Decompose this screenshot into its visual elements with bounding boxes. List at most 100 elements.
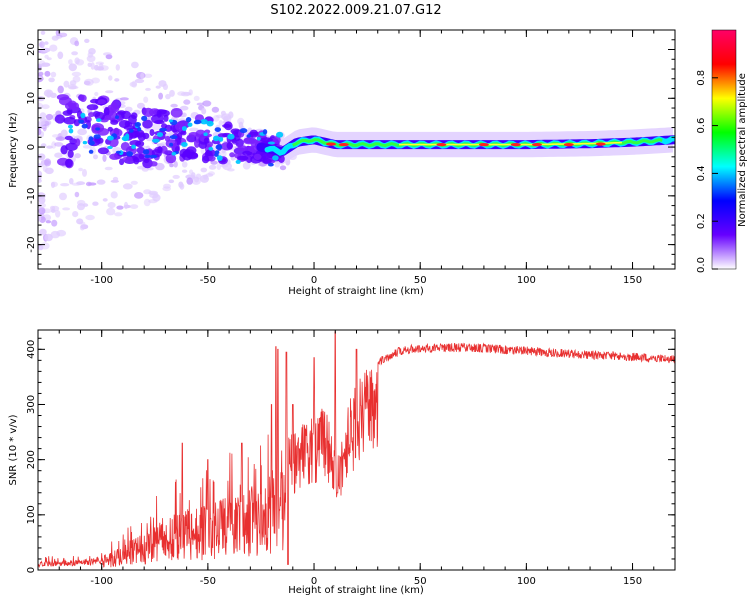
colorbar-tick-label: 0.4 (696, 165, 707, 181)
spectral-noise-blob (40, 30, 46, 35)
spectral-peak (187, 122, 193, 127)
top-x-axis-label: Height of straight line (km) (288, 286, 424, 297)
x-tick-label: 100 (517, 275, 536, 286)
spectral-noise-blob (210, 160, 218, 165)
spectral-noise-blob (39, 228, 47, 236)
spectral-noise-blob (104, 166, 113, 171)
x-tick-label: 50 (414, 275, 427, 286)
spectral-noise-blob (77, 128, 87, 136)
spectral-noise-blob (279, 165, 287, 171)
spectral-peak (168, 119, 173, 123)
spectral-noise-blob (41, 47, 51, 53)
spectral-peak (208, 146, 214, 151)
spectral-peak (115, 115, 119, 119)
x-tick-label: 150 (623, 275, 642, 286)
spectral-noise-blob (189, 127, 199, 132)
spectral-blob (149, 161, 158, 167)
spectral-noise-blob (136, 102, 145, 109)
spectral-noise-blob (82, 168, 87, 177)
spectral-blob (142, 132, 150, 140)
spectral-blob (63, 116, 76, 125)
spectral-blob (194, 139, 200, 148)
spectral-noise-blob (143, 73, 153, 79)
spectral-noise-blob (106, 207, 116, 216)
spectral-noise-blob (50, 209, 56, 213)
spectral-blob (88, 112, 95, 118)
colorbar (711, 29, 737, 270)
spectral-blob (260, 137, 273, 143)
spectral-noise-blob (63, 80, 70, 88)
spectral-noise-blob (91, 77, 100, 84)
spectral-noise-blob (188, 89, 193, 96)
bottom-x-axis-label: Height of straight line (km) (288, 585, 424, 596)
spectral-noise-blob (71, 51, 78, 56)
spectral-blob (186, 152, 199, 160)
x-tick-label: -100 (90, 576, 113, 587)
spectral-noise-blob (148, 199, 158, 204)
spectral-blob (273, 135, 281, 145)
spectral-noise-blob (130, 180, 138, 185)
spectral-noise-blob (78, 167, 83, 172)
colorbar-label: Normalized spectral amplitude (737, 73, 748, 227)
spectral-blob (103, 106, 110, 117)
spectral-noise-blob (99, 65, 109, 71)
spectral-noise-blob (68, 59, 73, 65)
spectral-noise-blob (54, 152, 63, 158)
colorbar-tick-label: 0.8 (696, 70, 707, 86)
spectral-noise-blob (201, 107, 207, 115)
spectral-blob (157, 146, 163, 154)
spectral-peak (80, 112, 86, 119)
ridge-max (563, 143, 574, 147)
y-tick-label: 0 (26, 144, 37, 150)
spectral-peak (156, 132, 164, 138)
spectral-noise-blob (218, 120, 224, 126)
spectral-noise-blob (94, 64, 99, 71)
spectral-noise-blob (145, 87, 151, 91)
spectral-blob (142, 107, 154, 117)
spectral-blob (134, 129, 145, 138)
spectral-noise-blob (45, 220, 52, 224)
x-tick-label: -50 (200, 576, 216, 587)
ridge-max (510, 143, 521, 147)
spectral-blob (110, 119, 119, 125)
bottom-plot-frame (37, 329, 676, 571)
spectral-peak (268, 162, 274, 167)
spectral-noise-blob (44, 233, 53, 242)
spectral-blob (149, 129, 155, 136)
spectral-blob (132, 153, 145, 163)
spectral-blob (253, 153, 262, 160)
y-tick-label: 200 (26, 450, 37, 469)
y-tick-label: 300 (26, 395, 37, 414)
spectral-peak (159, 127, 167, 132)
spectral-blob (161, 123, 168, 129)
spectral-blob (165, 153, 177, 164)
spectral-blob (94, 111, 106, 121)
spectral-blob (142, 119, 153, 129)
spectral-noise-blob (158, 80, 167, 87)
spectral-peak (151, 138, 160, 143)
spectral-noise-blob (114, 212, 123, 217)
spectral-noise-blob (179, 105, 189, 111)
spectral-noise-blob (155, 85, 161, 89)
spectral-peak (203, 132, 208, 136)
ridge-max (595, 142, 606, 146)
spectral-noise-blob (38, 121, 46, 126)
snr-line (38, 331, 675, 568)
spectral-blob (97, 99, 107, 105)
spectral-noise-blob (165, 93, 171, 100)
x-tick-label: 50 (414, 576, 427, 587)
spectral-noise-blob (38, 128, 42, 136)
spectral-noise-blob (57, 51, 64, 60)
spectral-blob (54, 114, 66, 124)
spectral-blob (122, 156, 134, 162)
ridge-max (436, 143, 447, 147)
spectral-peak (171, 152, 177, 156)
spectral-noise-blob (119, 101, 126, 105)
spectral-noise-blob (72, 211, 79, 218)
spectral-noise-blob (183, 99, 191, 105)
spectral-peak (68, 128, 74, 134)
spectral-noise-blob (49, 44, 58, 52)
colorbar-tick-label: 0.6 (696, 118, 707, 134)
